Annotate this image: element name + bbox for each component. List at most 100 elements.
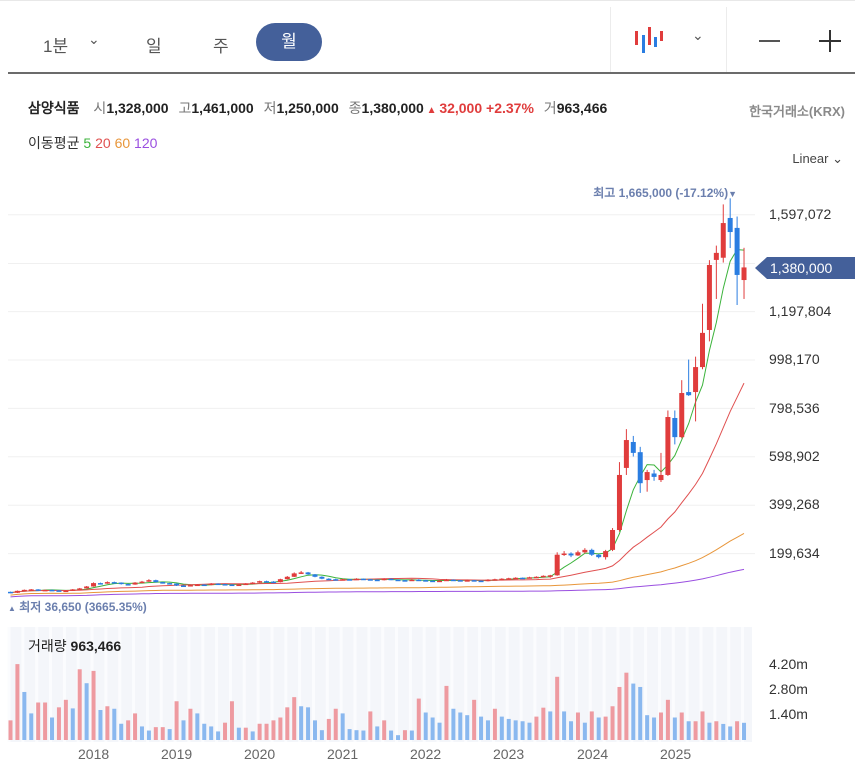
y-tick-label: 399,268 bbox=[769, 496, 820, 512]
x-tick-label: 2019 bbox=[161, 746, 193, 762]
ma-5: 5 bbox=[83, 135, 92, 151]
interval-day-button[interactable]: 일 bbox=[146, 37, 162, 56]
volume-bar bbox=[721, 723, 726, 740]
x-tick-label: 2022 bbox=[410, 746, 442, 762]
volume-bar bbox=[582, 722, 587, 740]
volume-stripe bbox=[118, 627, 122, 742]
volume-stripe bbox=[7, 627, 11, 742]
zoom-in-button[interactable] bbox=[819, 30, 841, 52]
candle-body bbox=[388, 578, 394, 581]
down-triangle-icon: ▼ bbox=[728, 189, 737, 199]
candle-body bbox=[596, 554, 602, 558]
volume-stripe bbox=[408, 627, 412, 742]
volume-stripe bbox=[574, 627, 578, 742]
candlestick-icon[interactable] bbox=[632, 25, 664, 55]
candle-body bbox=[700, 332, 705, 368]
moving-average-legend[interactable]: 이동평균 5 20 60 120 bbox=[28, 133, 157, 153]
volume-tick-label: 1.40m bbox=[769, 706, 808, 722]
volume-stripe bbox=[657, 627, 661, 742]
candle-body bbox=[395, 579, 401, 582]
x-tick-label: 2018 bbox=[78, 746, 110, 762]
volume-bar bbox=[278, 717, 283, 740]
candle-body bbox=[174, 583, 180, 586]
candle-body bbox=[672, 417, 678, 438]
volume-stripe bbox=[62, 627, 66, 742]
volume-stripe bbox=[644, 627, 648, 742]
candle-body bbox=[430, 580, 436, 583]
interval-month-button[interactable]: 월 bbox=[256, 23, 322, 61]
chart-type-chevron-icon[interactable]: ⌄ bbox=[692, 27, 704, 43]
volume-bar bbox=[541, 707, 546, 740]
volume-bar bbox=[8, 720, 13, 740]
volume-bar bbox=[645, 715, 650, 740]
volume-bar bbox=[36, 702, 41, 740]
divider bbox=[610, 7, 611, 73]
candle-body bbox=[243, 583, 249, 586]
close-value: 1,380,000 bbox=[361, 100, 424, 116]
candle-body bbox=[547, 575, 553, 577]
candle-body bbox=[132, 582, 138, 585]
volume-stripe bbox=[505, 627, 509, 742]
candle-body bbox=[326, 578, 332, 581]
candle-body bbox=[727, 217, 733, 233]
volume-bar bbox=[728, 726, 733, 740]
ma-120: 120 bbox=[134, 135, 158, 151]
volume-bar bbox=[534, 716, 539, 740]
volume-bar bbox=[112, 708, 117, 740]
interval-minute-button[interactable]: 1분 bbox=[43, 37, 69, 56]
up-triangle-icon: ▲ bbox=[8, 604, 16, 613]
volume-bar bbox=[133, 713, 138, 740]
chevron-down-icon[interactable]: ⌄ bbox=[88, 31, 100, 47]
volume-stripe bbox=[422, 627, 426, 742]
candle-body bbox=[402, 580, 408, 582]
x-tick-label: 2025 bbox=[660, 746, 692, 762]
current-price-tag: 1,380,000 bbox=[755, 257, 855, 279]
volume-bar bbox=[361, 730, 366, 740]
interval-week-button[interactable]: 주 bbox=[213, 37, 229, 56]
candle-body bbox=[443, 579, 449, 582]
volume-bar bbox=[167, 729, 172, 740]
volume-stripe bbox=[561, 627, 565, 742]
stock-name: 삼양식품 bbox=[28, 100, 80, 116]
volume-stripe bbox=[145, 627, 149, 742]
volume-current-value: 963,466 bbox=[70, 638, 122, 654]
candle-body bbox=[686, 392, 692, 396]
volume-bar bbox=[368, 711, 373, 740]
volume-bar bbox=[375, 726, 380, 740]
volume-stripe bbox=[104, 627, 108, 742]
volume-bar bbox=[409, 730, 414, 740]
candle-body bbox=[347, 579, 353, 581]
zoom-out-button[interactable] bbox=[759, 40, 780, 42]
candle-body bbox=[153, 580, 159, 583]
scale-mode-dropdown[interactable]: Linear ⌄ bbox=[792, 151, 843, 167]
candle-body bbox=[84, 586, 90, 589]
volume-bar bbox=[119, 723, 124, 740]
candle-body bbox=[284, 576, 290, 580]
ma-5-line bbox=[10, 249, 745, 594]
ma-20: 20 bbox=[95, 135, 111, 151]
candle-body bbox=[616, 474, 622, 530]
chevron-down-icon: ⌄ bbox=[832, 151, 843, 166]
volume-bar bbox=[499, 716, 504, 740]
candle-body bbox=[63, 590, 69, 593]
volume-bar bbox=[430, 717, 435, 740]
candle-body bbox=[540, 575, 546, 578]
volume-bar bbox=[146, 730, 151, 740]
volume-bar bbox=[638, 686, 643, 740]
candle-body bbox=[298, 572, 304, 574]
volume-bar bbox=[437, 722, 442, 740]
volume-bar bbox=[139, 726, 144, 740]
candle-body bbox=[416, 579, 422, 582]
volume-stripe bbox=[547, 627, 551, 742]
volume-stripe bbox=[228, 627, 232, 742]
volume-bar bbox=[679, 712, 684, 740]
volume-bar bbox=[465, 715, 470, 740]
candle-body bbox=[374, 579, 380, 582]
candle-body bbox=[568, 553, 574, 556]
volume-stripe bbox=[741, 627, 745, 742]
volume-stripe bbox=[215, 627, 219, 742]
candle-body bbox=[277, 579, 283, 583]
volume-bar bbox=[209, 726, 214, 740]
volume-bar bbox=[243, 727, 248, 740]
